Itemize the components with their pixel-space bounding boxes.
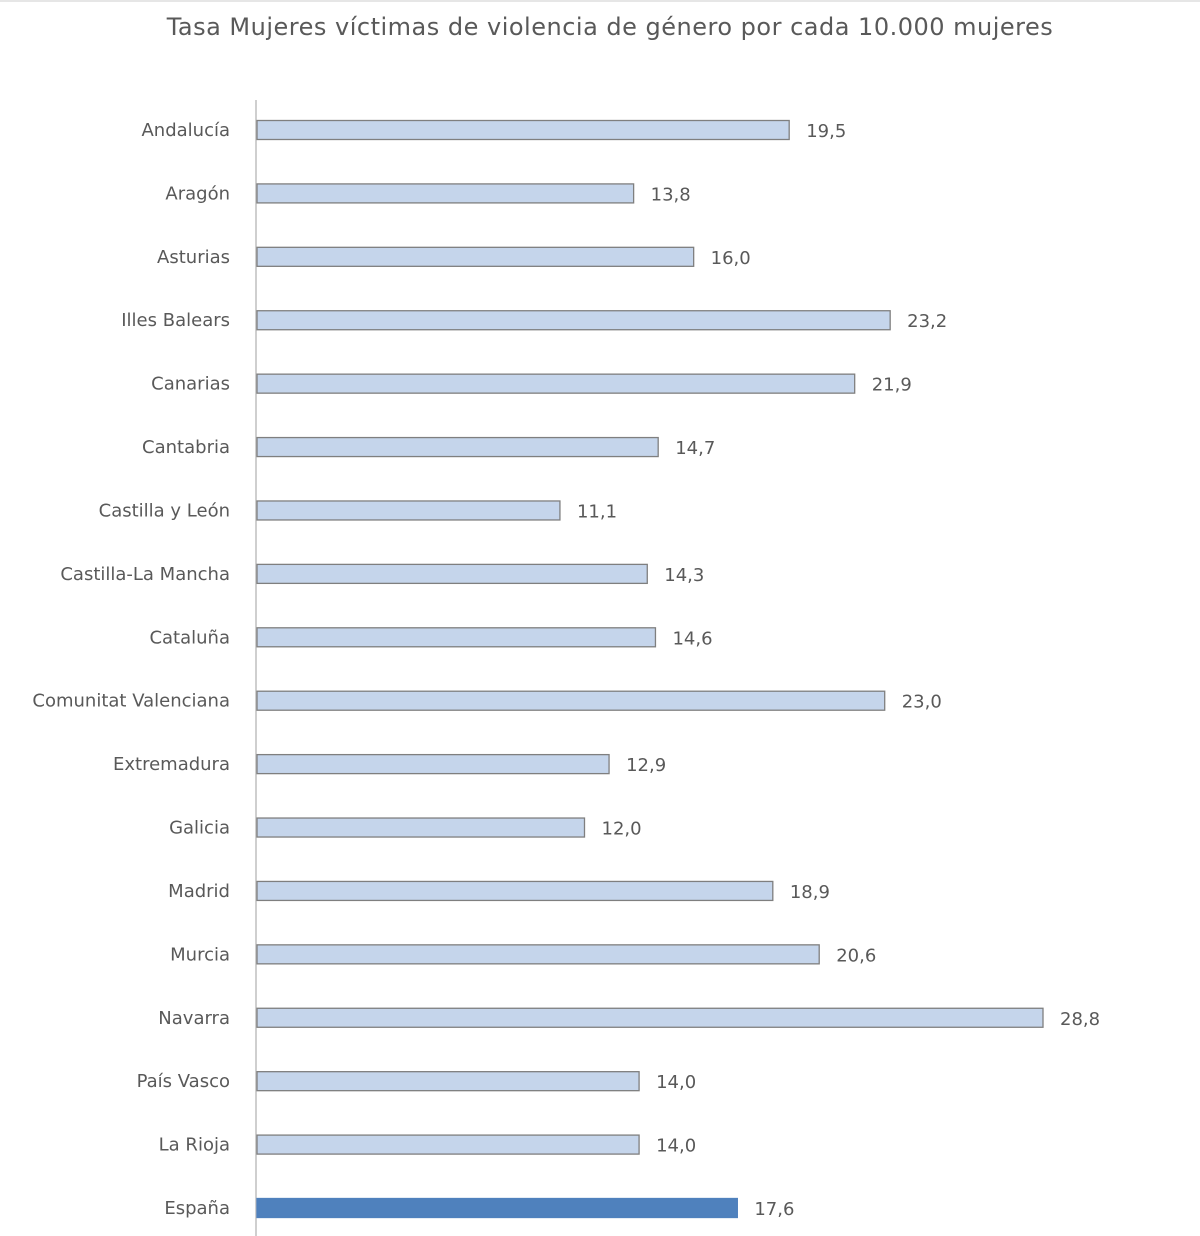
category-label: España bbox=[164, 1198, 230, 1219]
value-label: 14,7 bbox=[675, 438, 715, 459]
category-label: Cataluña bbox=[149, 627, 230, 648]
category-label: Galicia bbox=[169, 818, 230, 839]
value-label: 14,0 bbox=[656, 1136, 696, 1157]
value-label: 20,6 bbox=[836, 945, 876, 966]
bar-españa bbox=[257, 1199, 737, 1218]
bar-extremadura bbox=[257, 755, 609, 774]
value-label: 18,9 bbox=[790, 882, 830, 903]
category-label: Murcia bbox=[170, 944, 230, 965]
bar-comunitat-valenciana bbox=[257, 691, 885, 710]
bar-andalucía bbox=[257, 121, 789, 140]
bar-murcia bbox=[257, 945, 819, 964]
value-label: 13,8 bbox=[651, 184, 691, 205]
bar-la-rioja bbox=[257, 1135, 639, 1154]
category-label: Cantabria bbox=[142, 437, 230, 458]
bar-cataluña bbox=[257, 628, 655, 647]
value-label: 14,0 bbox=[656, 1072, 696, 1093]
value-label: 21,9 bbox=[872, 375, 912, 396]
category-label: Navarra bbox=[158, 1008, 230, 1029]
bar-illes-balears bbox=[257, 311, 890, 330]
value-label: 16,0 bbox=[711, 248, 751, 269]
value-label: 23,0 bbox=[902, 692, 942, 713]
bar-aragón bbox=[257, 184, 634, 203]
category-label: Aragón bbox=[165, 183, 230, 204]
bar-galicia bbox=[257, 818, 585, 837]
category-label: Asturias bbox=[157, 247, 230, 268]
category-label: Castilla-La Mancha bbox=[60, 564, 230, 585]
bar-castilla-y-león bbox=[257, 501, 560, 520]
value-label: 11,1 bbox=[577, 501, 617, 522]
category-label: Castilla y León bbox=[99, 500, 230, 521]
category-label: Canarias bbox=[151, 374, 230, 395]
bars-group: Andalucía 19,5 Aragón 13,8 Asturias 16,0 Illes… bbox=[32, 120, 1100, 1220]
bar-castilla-la-mancha bbox=[257, 564, 647, 583]
value-label: 23,2 bbox=[907, 311, 947, 332]
value-label: 17,6 bbox=[754, 1199, 794, 1220]
category-label: Illes Balears bbox=[121, 310, 230, 331]
value-label: 12,0 bbox=[602, 819, 642, 840]
value-label: 28,8 bbox=[1060, 1009, 1100, 1030]
category-label: País Vasco bbox=[137, 1071, 230, 1092]
bar-madrid bbox=[257, 881, 773, 900]
category-label: Andalucía bbox=[141, 120, 230, 141]
bar-cantabria bbox=[257, 438, 658, 457]
value-label: 14,6 bbox=[672, 628, 712, 649]
value-label: 19,5 bbox=[806, 121, 846, 142]
value-label: 12,9 bbox=[626, 755, 666, 776]
category-label: Comunitat Valenciana bbox=[32, 691, 230, 712]
bar-asturias bbox=[257, 247, 694, 266]
category-label: Madrid bbox=[168, 881, 230, 902]
bar-canarias bbox=[257, 374, 855, 393]
bar-país-vasco bbox=[257, 1072, 639, 1091]
category-label: La Rioja bbox=[159, 1135, 230, 1156]
value-label: 14,3 bbox=[664, 565, 704, 586]
bar-navarra bbox=[257, 1008, 1043, 1027]
category-label: Extremadura bbox=[113, 754, 230, 775]
